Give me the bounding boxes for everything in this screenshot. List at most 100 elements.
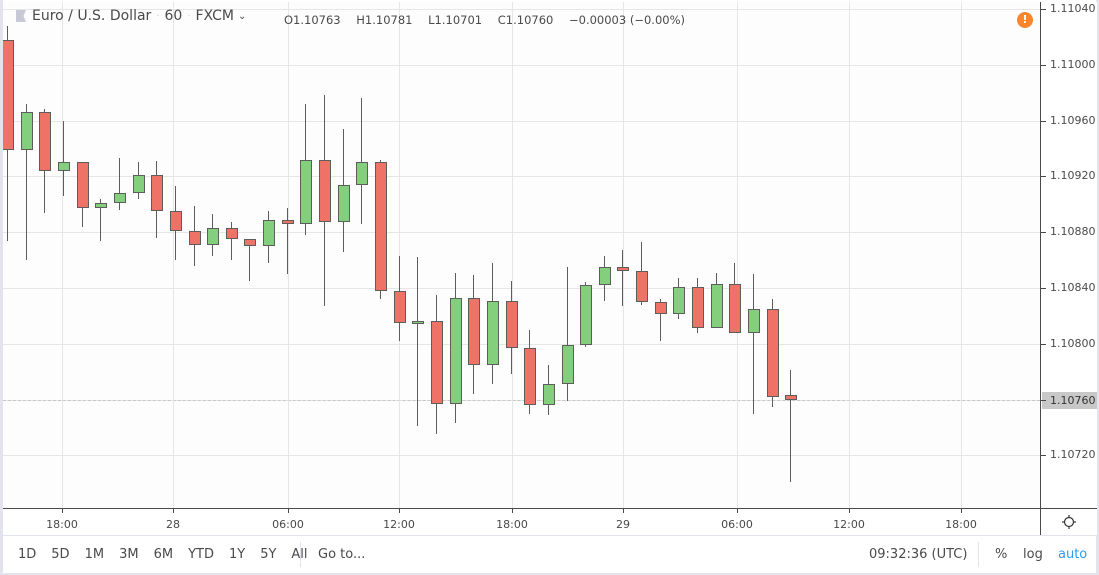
close-value: C1.10760 xyxy=(497,13,554,27)
log-toggle[interactable]: log xyxy=(1023,547,1043,562)
grid-line-vertical xyxy=(288,2,289,508)
gear-icon xyxy=(1062,515,1076,529)
grid-line-horizontal xyxy=(3,120,1040,122)
y-tick-label: 1.10880 xyxy=(1050,225,1096,239)
chart-settings-button[interactable] xyxy=(1040,508,1097,535)
grid-line-vertical xyxy=(961,2,962,508)
y-tick-label: 1.11040 xyxy=(1050,2,1096,15)
candle-body xyxy=(206,228,219,245)
x-tick-label: 29 xyxy=(616,518,630,531)
candle-body xyxy=(598,267,611,286)
candle-body xyxy=(579,285,592,346)
percent-toggle[interactable]: % xyxy=(995,547,1008,562)
candle-body xyxy=(281,219,294,224)
y-tick-label: 1.11000 xyxy=(1050,57,1096,71)
x-tick-label: 18:00 xyxy=(945,518,977,531)
y-tick xyxy=(1041,288,1046,289)
y-tick xyxy=(1041,120,1046,122)
candle-wick xyxy=(567,267,568,401)
y-tick xyxy=(1041,176,1046,178)
candle-body xyxy=(393,290,406,323)
change-value: −0.00003 (−0.00%) xyxy=(569,13,685,27)
candle-body xyxy=(38,112,51,171)
candle-wick xyxy=(63,120,64,196)
grid-line-vertical xyxy=(512,2,513,508)
y-tick xyxy=(1041,9,1046,10)
candle-wick xyxy=(361,98,362,224)
range-1m[interactable]: 1M xyxy=(84,547,105,562)
low-value: L1.10701 xyxy=(428,13,483,27)
candle-body xyxy=(262,219,275,247)
candle-body xyxy=(57,162,70,171)
candle-body xyxy=(523,347,536,406)
x-tick xyxy=(399,509,400,513)
candle-body xyxy=(113,193,126,203)
candle-wick xyxy=(231,222,232,261)
grid-line-vertical xyxy=(399,2,400,508)
chart-plot-area[interactable] xyxy=(3,2,1040,508)
candle-body xyxy=(169,211,182,231)
grid-line-vertical xyxy=(737,2,738,508)
range-1y[interactable]: 1Y xyxy=(228,547,246,562)
candle-wick xyxy=(753,274,754,414)
x-tick xyxy=(62,509,63,513)
symbol-name[interactable]: Euro / U.S. Dollar xyxy=(32,8,152,24)
utc-clock[interactable]: 09:32:36 (UTC) xyxy=(869,547,968,562)
divider xyxy=(978,542,979,567)
interval-label[interactable]: 60 xyxy=(164,8,183,24)
range-6m[interactable]: 6M xyxy=(153,547,174,562)
candle-wick xyxy=(249,239,250,282)
candle-body xyxy=(635,271,648,302)
candle-body xyxy=(188,230,201,245)
candle-body xyxy=(411,321,424,325)
y-tick xyxy=(1041,64,1046,66)
candle-body xyxy=(616,267,629,272)
candle-body xyxy=(94,202,107,209)
grid-line-vertical xyxy=(62,2,63,508)
chevron-down-icon[interactable]: ⌄ xyxy=(237,10,247,22)
candle-body xyxy=(747,308,760,333)
goto-button[interactable]: Go to... xyxy=(318,547,366,562)
y-tick xyxy=(1041,455,1046,457)
separator-dot: · xyxy=(156,10,160,22)
grid-line-horizontal xyxy=(3,288,1040,289)
candle-body xyxy=(430,321,443,404)
candle-wick xyxy=(26,103,27,261)
candle-body xyxy=(672,286,685,315)
candle-body xyxy=(486,300,499,365)
price-axis[interactable]: 1.11040 1.11000 1.10960 1.10920 1.10880 1.108… xyxy=(1040,2,1097,508)
x-tick xyxy=(288,509,289,513)
range-5y[interactable]: 5Y xyxy=(260,547,277,562)
time-axis[interactable]: 18:00 28 06:00 12:00 18:00 29 06:00 12:00 18:00 xyxy=(3,508,1040,535)
candle-body xyxy=(449,297,462,404)
warning-icon[interactable]: ! xyxy=(1017,12,1033,28)
candle-body xyxy=(76,162,89,209)
candle-wick xyxy=(660,299,661,341)
grid-line-horizontal xyxy=(3,64,1040,66)
grid-line-horizontal xyxy=(3,343,1040,345)
last-price-label: 1.10760 xyxy=(1042,391,1097,409)
candle-body xyxy=(243,239,256,247)
candle-body xyxy=(561,345,574,385)
y-tick xyxy=(1041,343,1046,345)
auto-scale-toggle[interactable]: auto xyxy=(1058,547,1088,562)
grid-line-horizontal xyxy=(3,232,1040,234)
source-label[interactable]: FXCM xyxy=(195,8,234,24)
range-all[interactable]: All xyxy=(291,547,307,562)
candle-wick xyxy=(287,208,288,275)
candle-body xyxy=(728,283,741,333)
range-5d[interactable]: 5D xyxy=(51,547,70,562)
symbol-flag-icon xyxy=(16,10,26,22)
range-1d[interactable]: 1D xyxy=(18,547,37,562)
x-tick-label: 06:00 xyxy=(272,518,304,531)
candle-body xyxy=(132,175,145,194)
range-3m[interactable]: 3M xyxy=(119,547,139,562)
candle-body xyxy=(691,286,704,329)
candle-body xyxy=(654,301,667,315)
x-tick xyxy=(961,509,962,513)
grid-line-vertical xyxy=(849,2,850,508)
x-tick xyxy=(173,509,174,513)
range-buttons: 1D 5D 1M 3M 6M YTD 1Y 5Y All xyxy=(18,547,323,562)
range-ytd[interactable]: YTD xyxy=(188,547,214,562)
separator-dot: · xyxy=(187,10,191,22)
